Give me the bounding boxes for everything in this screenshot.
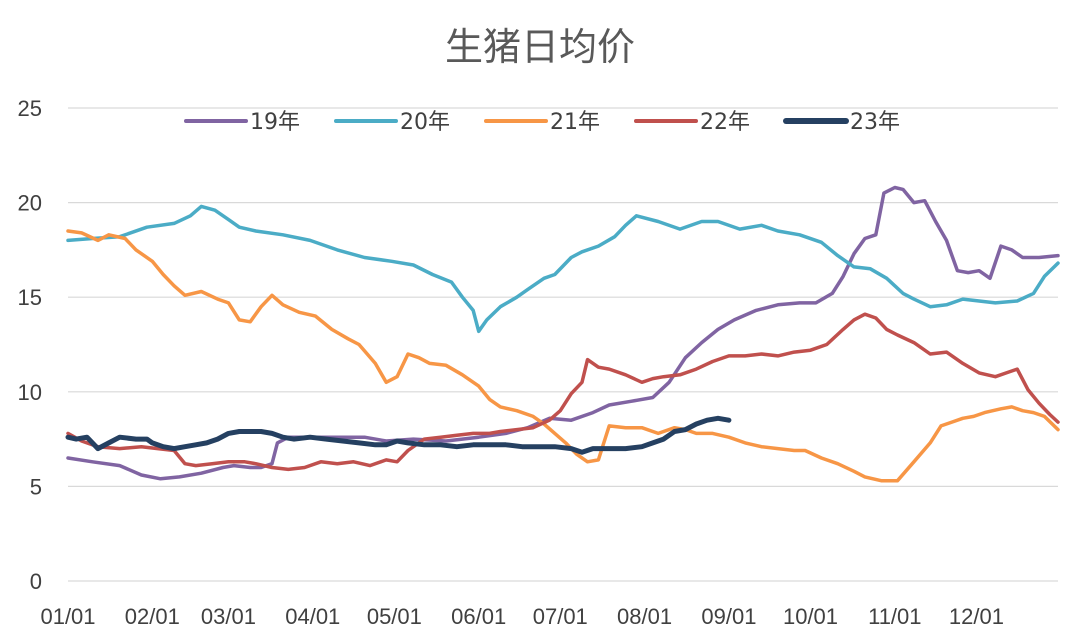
x-tick-label: 02/01 <box>125 604 180 629</box>
x-tick-label: 05/01 <box>367 604 422 629</box>
y-tick-label: 5 <box>30 474 42 499</box>
y-tick-label: 20 <box>18 191 42 216</box>
legend-item-23年: 23年 <box>783 110 900 135</box>
series-line-19年 <box>66 185 1060 481</box>
legend-label: 21年 <box>550 110 600 135</box>
legend-item-20年: 20年 <box>334 110 450 135</box>
x-axis-ticks: 01/01 02/01 03/01 04/01 05/01 06/01 07/01 08/01… <box>40 604 1003 629</box>
series-lines <box>65 185 1060 483</box>
legend: 19年 20年 21年 22年 23年 <box>184 110 900 135</box>
y-tick-label: 25 <box>18 96 42 121</box>
x-tick-label: 09/01 <box>701 604 756 629</box>
y-tick-label: 0 <box>30 569 42 594</box>
chart-title: 生猪日均价 <box>445 25 635 69</box>
legend-label: 22年 <box>700 110 750 135</box>
legend-label: 23年 <box>850 110 900 135</box>
y-tick-label: 15 <box>18 285 42 310</box>
series-line-23年 <box>65 415 732 455</box>
legend-item-21年: 21年 <box>484 110 600 135</box>
gridlines <box>68 107 1058 582</box>
legend-label: 19年 <box>250 110 300 135</box>
x-tick-label: 08/01 <box>617 604 672 629</box>
x-tick-label: 12/01 <box>949 604 1004 629</box>
x-tick-label: 10/01 <box>783 604 838 629</box>
x-tick-label: 04/01 <box>285 604 340 629</box>
x-tick-label: 07/01 <box>533 604 588 629</box>
y-tick-label: 10 <box>18 380 42 405</box>
x-tick-label: 03/01 <box>201 604 256 629</box>
series-line-21年 <box>66 229 1060 483</box>
x-tick-label: 01/01 <box>40 604 95 629</box>
legend-label: 20年 <box>400 110 450 135</box>
x-tick-label: 06/01 <box>451 604 506 629</box>
x-tick-label: 11/01 <box>868 604 921 629</box>
y-axis-ticks: 0 5 10 15 20 25 <box>18 96 42 594</box>
legend-item-19年: 19年 <box>184 110 300 135</box>
series-line-20年 <box>66 204 1060 334</box>
series-line-22年 <box>66 312 1060 472</box>
legend-item-22年: 22年 <box>634 110 750 135</box>
